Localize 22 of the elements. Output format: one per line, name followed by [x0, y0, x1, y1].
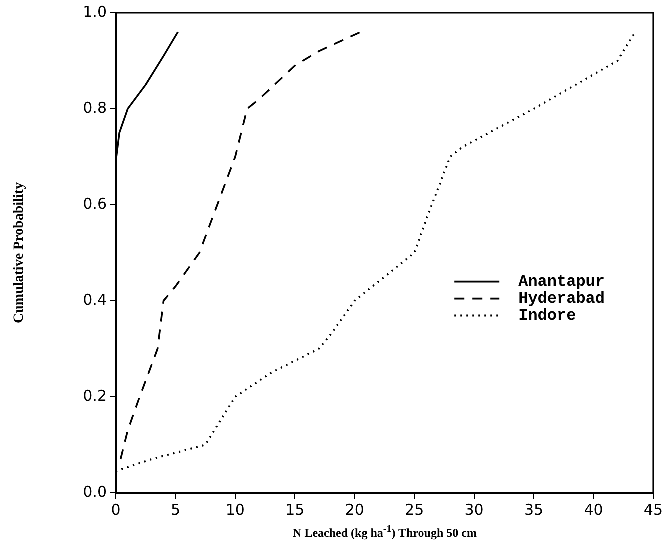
y-tick-label: 0.0 — [83, 482, 107, 501]
y-tick-label: 0.8 — [83, 98, 107, 117]
legend-label: Indore — [518, 306, 576, 325]
y-tick-label: 0.6 — [83, 194, 107, 213]
y-axis-title: Cumulative Probability — [12, 182, 28, 324]
legend-label: Hyderabad — [518, 290, 606, 308]
y-tick-label: 0.2 — [83, 386, 107, 405]
x-tick-label: 20 — [345, 500, 364, 519]
x-tick-label: 25 — [405, 500, 424, 519]
x-axis-title: N Leached (kg ha$^{-1}$) Through 50 cm — [292, 524, 478, 541]
x-tick-label: 35 — [524, 500, 544, 519]
legend-label: Anantapur — [518, 272, 606, 291]
y-tick-label: 0.4 — [83, 290, 107, 309]
x-tick-label: 30 — [464, 500, 484, 519]
x-tick-label: 0 — [111, 500, 121, 519]
y-tick-label: 1.0 — [83, 2, 107, 21]
x-tick-label: 10 — [226, 500, 245, 519]
x-tick-label: 15 — [286, 500, 305, 519]
x-tick-label: 5 — [170, 500, 180, 519]
x-tick-label: 45 — [644, 500, 664, 519]
line-series — [120, 31, 362, 460]
x-tick-label: 40 — [584, 500, 604, 519]
